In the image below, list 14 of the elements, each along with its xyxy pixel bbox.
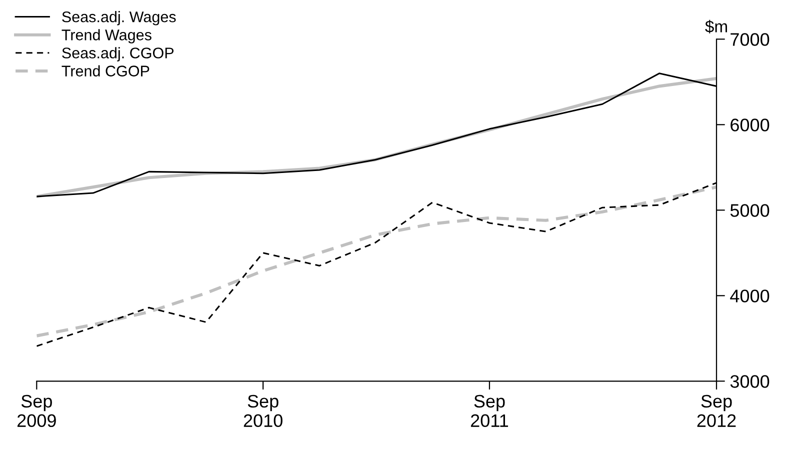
y-axis-title: $m (705, 20, 727, 34)
x-tick-label: Sep 2011 (470, 394, 508, 428)
x-tick-label: Sep 2012 (697, 394, 736, 428)
y-tick-label: 7000 (730, 33, 770, 46)
x-tick-label: Sep 2010 (244, 394, 282, 428)
legend-label: Seas.adj. Wages (62, 11, 176, 26)
y-tick-label: 5000 (730, 204, 770, 217)
legend-label: Trend CGOP (62, 65, 150, 76)
y-tick-label: 6000 (730, 118, 770, 132)
y-tick-label: 3000 (730, 375, 770, 388)
legend-label: Seas.adj. CGOP (62, 47, 174, 62)
y-tick-label: 4000 (730, 290, 770, 302)
x-tick-label: Sep 2009 (17, 394, 56, 428)
legend-label: Trend Wages (62, 29, 152, 44)
